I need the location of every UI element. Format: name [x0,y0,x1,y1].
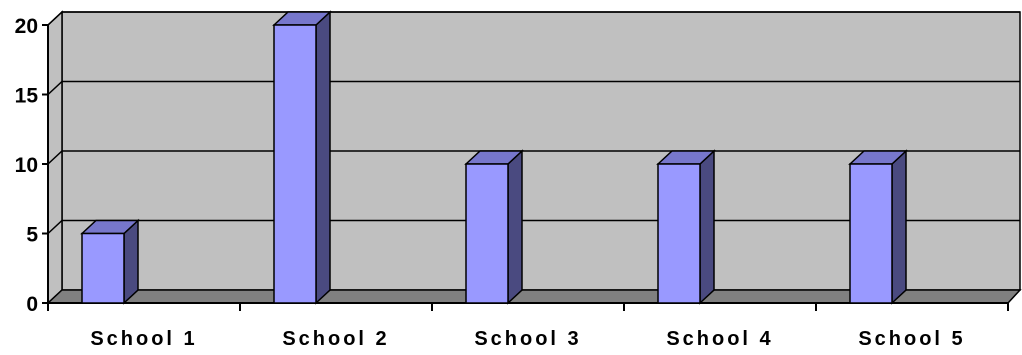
bar-front [273,24,317,304]
x-tick-label: School 5 [858,328,965,350]
x-tick-label: School 2 [282,328,389,350]
bar [80,218,140,305]
y-tick-label: 10 [15,154,38,177]
bar [272,10,332,305]
bar [656,149,716,305]
bar-side [123,218,139,305]
bar [464,149,524,305]
y-tick-labels: 0 5 10 15 20 [15,15,39,316]
bar-front [465,163,509,304]
y-tick-label: 20 [15,15,38,38]
gridline [47,11,1020,26]
bar-side [891,149,907,305]
x-tick-label: School 3 [474,328,581,350]
x-tick-label: School 1 [90,328,197,350]
bars [80,10,908,305]
y-tick-label: 5 [26,224,38,247]
bar-front [849,163,893,304]
x-tick-labels: School 1 School 2 School 3 School 4 School 5 [90,328,965,350]
bar-side [699,149,715,305]
y-tick-label: 15 [15,85,39,108]
gridline [47,80,1020,96]
bar-front [657,163,701,304]
bar-side [507,149,523,305]
bar-side [315,10,331,305]
y-tick-label: 0 [26,293,38,316]
bar-front [81,232,125,304]
bar [848,149,908,305]
gridlines [47,11,1020,235]
x-tick-label: School 4 [666,328,773,350]
axes [42,24,1009,311]
